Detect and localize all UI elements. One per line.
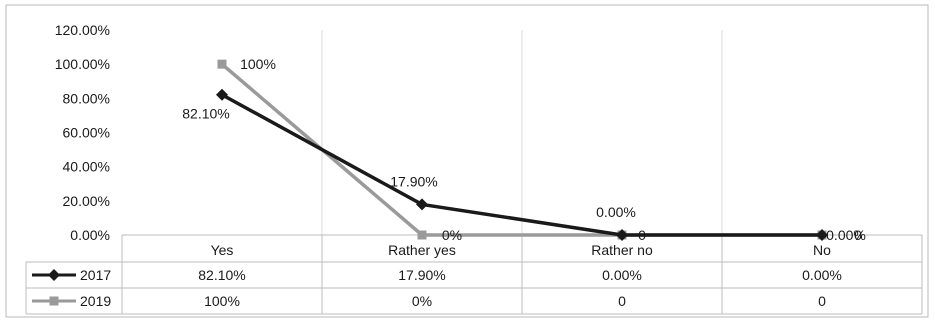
chart-frame [5, 4, 929, 318]
data-point [816, 229, 828, 241]
gridlines [321, 30, 723, 235]
data-point [49, 296, 59, 306]
x-tick-label: Rather yes [388, 242, 456, 258]
y-axis-ticks: 0.00% 20.00% 40.00% 60.00% 80.00% 100.00% 120.… [55, 22, 110, 243]
table-cell: 0% [412, 293, 432, 309]
table-cell: 0.00% [802, 267, 842, 283]
x-tick-label: Rather no [591, 242, 653, 258]
legend-label: 2017 [80, 267, 111, 283]
data-point [217, 59, 227, 69]
legend-label: 2019 [80, 293, 111, 309]
data-label: 0 [854, 227, 862, 243]
data-label: 100% [240, 56, 276, 72]
y-tick-label: 20.00% [63, 193, 110, 209]
y-tick-label: 80.00% [63, 90, 110, 106]
data-point [417, 230, 427, 240]
data-label: 0.00% [826, 227, 866, 243]
data-point [416, 198, 428, 211]
table-cell: 0 [818, 293, 826, 309]
table-cell: 17.90% [398, 267, 445, 283]
data-label: 17.90% [390, 173, 437, 189]
series-line [221, 93, 822, 237]
table-cell: 100% [204, 293, 240, 309]
y-tick-label: 100.00% [55, 56, 110, 72]
table-cell: 0 [618, 293, 626, 309]
data-point [48, 269, 60, 281]
data-labels: 82.10% 17.90% 0.00% 0.00% 100% 0% 0 0 [182, 56, 866, 243]
x-tick-label: Yes [211, 242, 234, 258]
data-point [616, 229, 628, 241]
data-label: 82.10% [182, 106, 229, 122]
table-cell: 82.10% [198, 267, 245, 283]
data-label: 0% [442, 227, 462, 243]
table-cell: 0.00% [602, 267, 642, 283]
data-label: 0.00% [596, 204, 636, 220]
y-tick-label: 120.00% [55, 22, 110, 38]
y-tick-label: 40.00% [63, 159, 110, 175]
data-point [216, 88, 228, 101]
series-lines [216, 59, 828, 241]
y-tick-label: 0.00% [70, 227, 110, 243]
data-table: Yes Rather yes Rather no No 2017 82.10% 17.90%… [25, 234, 923, 315]
data-label: 0 [638, 227, 646, 243]
x-tick-label: No [813, 242, 831, 258]
y-tick-label: 60.00% [63, 125, 110, 141]
